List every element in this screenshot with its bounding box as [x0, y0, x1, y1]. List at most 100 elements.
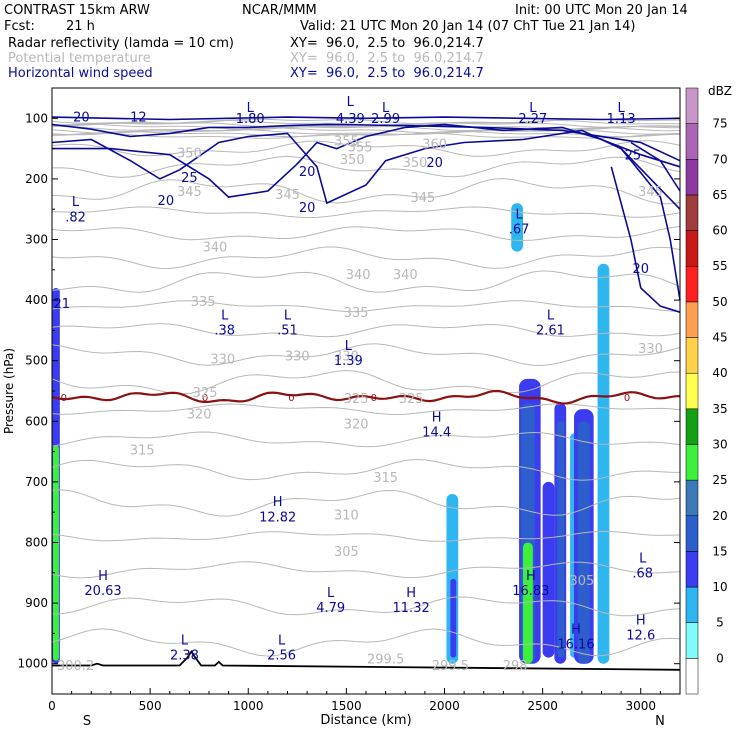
y-tick-label: 400 — [25, 293, 48, 307]
colorbar-tick-label: 45 — [712, 331, 727, 345]
colorbar-tick-label: 0 — [716, 651, 724, 665]
colorbar-swatch — [685, 194, 699, 231]
theta-label: 305 — [334, 545, 359, 560]
theta-label: 360 — [422, 138, 447, 153]
wind-label: 20 — [158, 194, 175, 209]
extremum-label: L — [515, 207, 523, 222]
colorbar: 0 5 10 15 20 25 30 35 40 45 50 55 60 65 70 75 — [685, 87, 728, 695]
theta-label: 330 — [638, 342, 663, 357]
wind-contour — [51, 129, 681, 210]
field-xy-theta: XY= 96.0, 2.5 to 96.0,214.7 — [290, 51, 484, 66]
colorbar-tick-label: 10 — [712, 580, 727, 594]
wind-label: 25 — [625, 149, 642, 164]
theta-label: 345 — [410, 191, 435, 206]
colorbar-swatch — [685, 551, 699, 588]
reflectivity-cell — [577, 421, 590, 664]
freezing-level-label: 0 — [288, 393, 294, 404]
wind-label: 20 — [299, 165, 316, 180]
theta-label: 305 — [569, 574, 594, 589]
colorbar-tick-label: 20 — [712, 509, 727, 523]
freezing-level-label: 0 — [202, 393, 208, 404]
theta-label: 340 — [346, 268, 371, 283]
colorbar-tick-label: 15 — [712, 544, 727, 558]
colorbar-swatch — [685, 301, 699, 338]
extremum-label: 2.99 — [371, 112, 400, 127]
colorbar-tick-label: 40 — [712, 366, 727, 380]
north-label: N — [655, 714, 665, 729]
extremum-label: 20.63 — [84, 584, 121, 599]
extremum-label: L — [221, 308, 229, 323]
colorbar-swatch — [685, 265, 699, 303]
colorbar-swatch — [685, 586, 699, 623]
colorbar-swatch — [685, 444, 699, 481]
forecast-label: Fcst: — [4, 19, 35, 34]
freezing-level-layer: 0 0 0 0 0 — [51, 389, 681, 405]
colorbar-swatch — [685, 479, 699, 517]
extremum-label: 1.39 — [334, 354, 363, 369]
extremum-label: L — [639, 551, 647, 566]
field-xy-reflectivity: XY= 96.0, 2.5 to 96.0,214.7 — [290, 36, 484, 51]
extremum-label: .82 — [65, 210, 86, 225]
colorbar-swatch — [685, 372, 699, 410]
extremum-label: H — [406, 586, 416, 601]
colorbar-tick-label: 70 — [712, 152, 727, 166]
y-tick-label: 700 — [25, 475, 48, 489]
theta-contour — [51, 530, 681, 542]
extremum-label: 14.4 — [422, 425, 451, 440]
theta-label: 340 — [202, 241, 227, 256]
x-tick-label: 0 — [48, 699, 56, 713]
extremum-label: 2.38 — [170, 648, 199, 663]
south-label: S — [83, 714, 91, 729]
y-tick-label: 900 — [25, 596, 48, 610]
reflectivity-layer — [52, 203, 610, 664]
reflectivity-cell — [557, 421, 565, 658]
extrema-labels: L L L L L1.80 4.39 2.99 2.27 1.13L.82 L.67L.38L.5… — [65, 95, 655, 663]
y-tick-label: 500 — [25, 354, 48, 368]
theta-contour — [51, 129, 681, 136]
field-name-wind: Horizontal wind speed — [8, 66, 153, 81]
colorbar-tick-label: 55 — [712, 259, 727, 273]
theta-label: 299.5 — [367, 653, 404, 668]
y-axis-label: Pressure (hPa) — [2, 348, 16, 434]
extremum-label: .38 — [214, 324, 235, 339]
theta-contour — [51, 596, 681, 617]
extremum-label: L — [347, 95, 355, 110]
wind-label: 21 — [54, 297, 71, 312]
theta-contour — [51, 246, 681, 270]
x-tick-label: 1500 — [331, 699, 362, 713]
init-time: Init: 00 UTC Mon 20 Jan 14 — [515, 3, 688, 18]
theta-label: 335 — [344, 306, 369, 321]
theta-label: 330 — [210, 353, 235, 368]
extremum-label: L — [72, 195, 80, 210]
theta-contour — [51, 132, 681, 139]
theta-contour — [51, 343, 681, 367]
colorbar-unit: dBZ — [708, 84, 732, 98]
theta-label: 298 — [503, 659, 528, 674]
wind-label: 12 — [130, 110, 147, 125]
extremum-label: L — [327, 586, 335, 601]
extremum-label: L — [382, 101, 390, 116]
theta-contour — [51, 300, 681, 313]
freezing-level-line — [51, 389, 681, 405]
freezing-level-label: 0 — [371, 393, 377, 404]
theta-contour — [51, 369, 681, 395]
theta-contours — [51, 118, 681, 657]
theta-label: 300.2 — [57, 659, 94, 674]
theta-label: 350 — [403, 156, 428, 171]
y-tick-label: 600 — [25, 414, 48, 428]
theta-label: 325 — [344, 392, 369, 407]
field-xy-wind: XY= 96.0, 2.5 to 96.0,214.7 — [290, 66, 484, 81]
extremum-label: H — [571, 622, 581, 637]
extremum-label: 16.83 — [512, 584, 549, 599]
extremum-label: 16.16 — [557, 638, 594, 653]
theta-label: 330 — [334, 350, 359, 365]
extremum-label: L — [247, 101, 255, 116]
colorbar-swatch — [685, 337, 699, 374]
extremum-label: 12.82 — [259, 510, 296, 525]
colorbar-tick-label: 60 — [712, 224, 727, 238]
wind-contour — [620, 148, 681, 301]
x-tick-label: 2500 — [527, 699, 558, 713]
extremum-label: 1.13 — [607, 112, 636, 127]
